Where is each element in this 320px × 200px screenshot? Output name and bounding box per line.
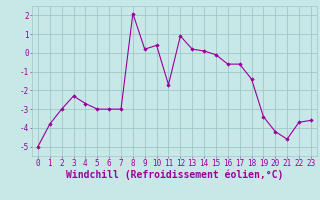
X-axis label: Windchill (Refroidissement éolien,°C): Windchill (Refroidissement éolien,°C) [66, 169, 283, 180]
